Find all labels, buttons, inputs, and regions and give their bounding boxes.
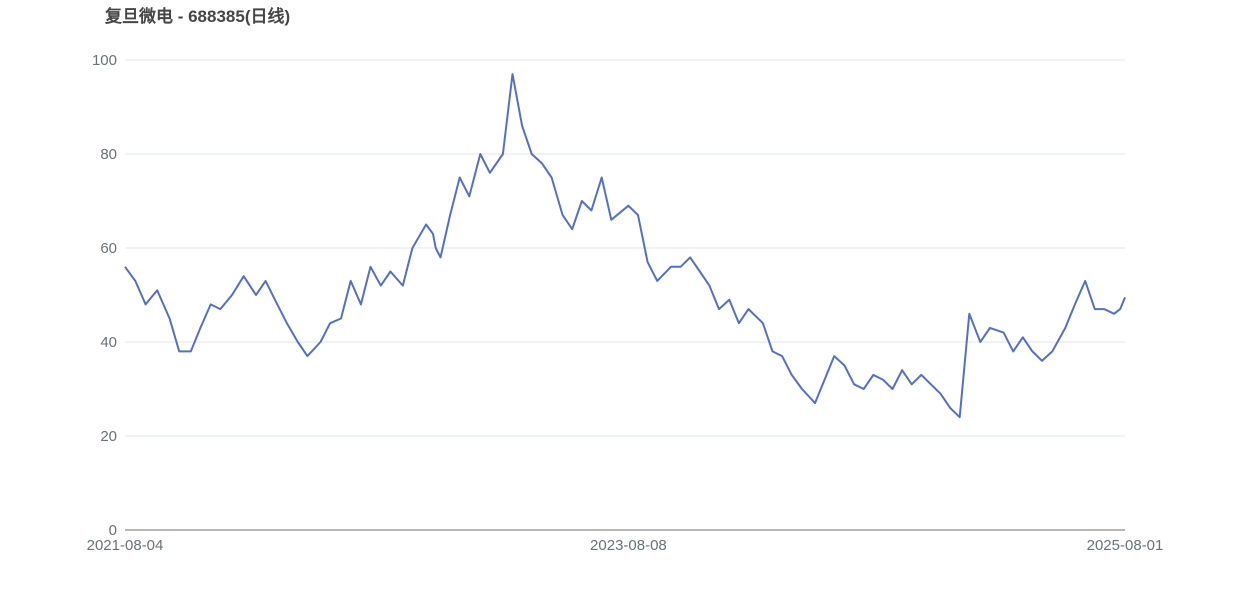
x-tick-label: 2023-08-08 <box>590 537 667 554</box>
series-layer <box>124 73 1126 419</box>
series-line <box>124 73 1126 419</box>
chart-title: 复旦微电 - 688385(日线) <box>105 7 291 26</box>
x-tick-label: 2025-08-01 <box>1087 537 1164 554</box>
grid-lines <box>125 59 1125 437</box>
y-tick-label: 40 <box>100 334 117 351</box>
y-tick-label: 60 <box>100 240 117 257</box>
x-tick-label: 2021-08-04 <box>87 537 164 554</box>
y-tick-label: 20 <box>100 428 117 445</box>
y-tick-label: 80 <box>100 146 117 163</box>
y-tick-label: 0 <box>109 522 117 539</box>
y-tick-label: 100 <box>92 52 117 69</box>
axes: 0 20 40 60 80 100 2021-08-04 2023-08-08 2025-08-… <box>87 52 1164 554</box>
